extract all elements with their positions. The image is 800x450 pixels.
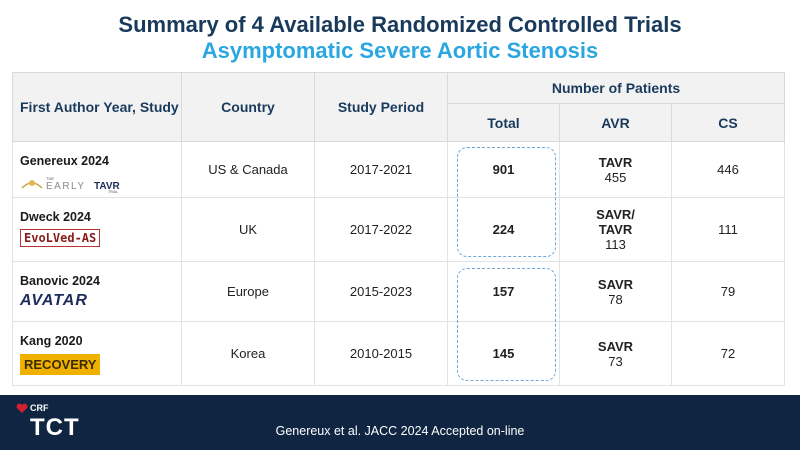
recovery-logo: RECOVERY xyxy=(20,354,101,375)
author-label: Kang 2020 xyxy=(20,334,83,348)
table-row: Kang 2020 RECOVERY Korea 2010-2015 145 S… xyxy=(12,321,786,386)
trials-table: First Author Year, Study Country Study P… xyxy=(12,72,786,386)
svg-text:THE: THE xyxy=(46,176,54,181)
cs-cell: 79 xyxy=(670,261,786,322)
footer-bar xyxy=(0,395,800,450)
header-country: Country xyxy=(181,72,315,142)
citation: Genereux et al. JACC 2024 Accepted on-li… xyxy=(275,424,525,438)
cs-cell: 111 xyxy=(670,197,786,262)
avr-type: SAVR xyxy=(597,338,634,354)
highlight-box-tavr-trials xyxy=(457,147,556,257)
avr-count: 73 xyxy=(608,353,623,369)
avr-count: 455 xyxy=(604,169,627,185)
cs-cell: 446 xyxy=(670,141,786,198)
evolved-as-logo: EvoLVed-AS xyxy=(20,229,101,247)
author-label: Banovic 2024 xyxy=(20,274,100,288)
avr-type: TAVR xyxy=(598,154,633,170)
svg-text:TAVR: TAVR xyxy=(94,181,121,192)
study-cell: Banovic 2024 AVATAR xyxy=(12,261,182,322)
tct-label: TCT xyxy=(30,414,80,441)
header-total: Total xyxy=(447,103,560,142)
author-label: Genereux 2024 xyxy=(20,154,109,168)
avr-type: SAVR/ TAVR xyxy=(596,207,635,237)
country-cell: Korea xyxy=(181,321,315,386)
period-cell: 2010-2015 xyxy=(314,321,448,386)
avr-cell: TAVR 455 xyxy=(559,141,672,198)
period-cell: 2017-2022 xyxy=(314,197,448,262)
avr-type: SAVR xyxy=(597,276,634,292)
table-row: Dweck 2024 EvoLVed-AS UK 2017-2022 224 S… xyxy=(12,197,786,262)
header-avr: AVR xyxy=(559,103,672,142)
author-label: Dweck 2024 xyxy=(20,210,91,224)
svg-text:EARLY: EARLY xyxy=(46,181,86,192)
slide-subtitle: Asymptomatic Severe Aortic Stenosis xyxy=(201,38,599,63)
table-row: Genereux 2024 THE EARLY TAVR TRIAL US & … xyxy=(12,141,786,198)
study-cell: Dweck 2024 EvoLVed-AS xyxy=(12,197,182,262)
country-cell: UK xyxy=(181,197,315,262)
period-cell: 2015-2023 xyxy=(314,261,448,322)
avr-cell: SAVR/ TAVR 113 xyxy=(559,197,672,262)
heart-icon xyxy=(16,403,28,413)
study-cell: Genereux 2024 THE EARLY TAVR TRIAL xyxy=(12,141,182,198)
highlight-box-savr-trials xyxy=(457,268,556,381)
study-cell: Kang 2020 RECOVERY xyxy=(12,321,182,386)
country-cell: US & Canada xyxy=(181,141,315,198)
avatar-logo: AVATAR xyxy=(20,292,88,309)
crf-label: CRF xyxy=(30,403,49,413)
avr-cell: SAVR 73 xyxy=(559,321,672,386)
cs-cell: 72 xyxy=(670,321,786,386)
avr-count: 113 xyxy=(605,237,626,252)
svg-text:TRIAL: TRIAL xyxy=(108,190,118,194)
period-cell: 2017-2021 xyxy=(314,141,448,198)
table-row: Banovic 2024 AVATAR Europe 2015-2023 157… xyxy=(12,261,786,322)
avr-count: 78 xyxy=(608,291,623,307)
header-patients: Number of Patients xyxy=(446,72,786,104)
avr-cell: SAVR 78 xyxy=(559,261,672,322)
early-tavr-logo: THE EARLY TAVR TRIAL xyxy=(21,176,121,194)
header-cs: CS xyxy=(670,103,786,142)
header-period: Study Period xyxy=(314,72,448,142)
country-cell: Europe xyxy=(181,261,315,322)
slide-title: Summary of 4 Available Randomized Contro… xyxy=(118,12,682,37)
header-study: First Author Year, Study xyxy=(12,72,182,142)
